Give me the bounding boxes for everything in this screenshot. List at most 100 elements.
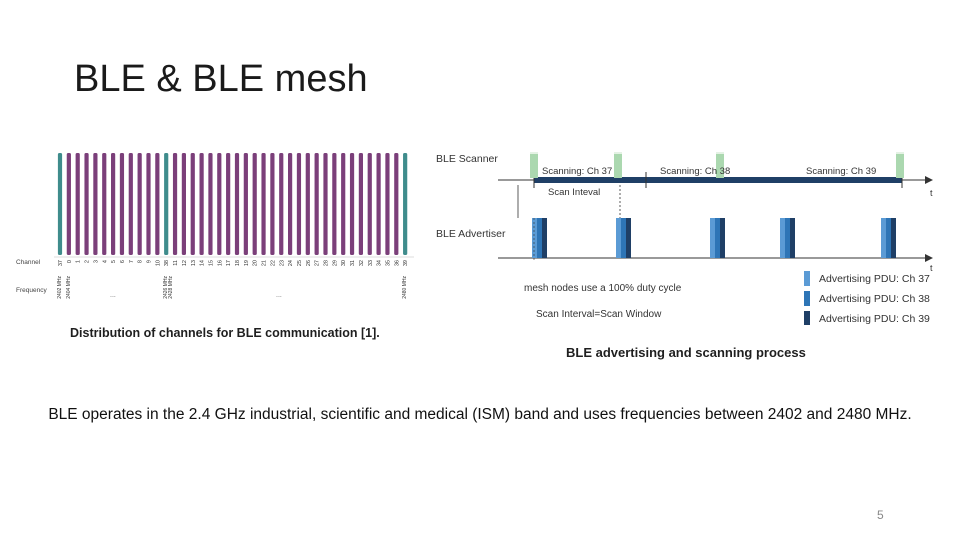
- channel-label: 32: [359, 260, 365, 266]
- channel-label: 23: [279, 260, 285, 266]
- data-channel-bar: [137, 153, 142, 255]
- scanner-label: BLE Scanner: [436, 153, 498, 165]
- advertising-event: [881, 218, 896, 258]
- advertising-event: [616, 218, 631, 258]
- legend-label: Advertising PDU: Ch 37: [819, 273, 930, 285]
- data-channel-bar: [296, 153, 302, 255]
- data-channel-bar: [349, 153, 355, 255]
- legend-swatch: [804, 291, 810, 306]
- scanner-burst: [716, 152, 724, 178]
- data-channel-bar: [190, 153, 195, 255]
- legend-swatch: [804, 271, 810, 286]
- data-channel-bar: [172, 153, 178, 255]
- time-axis-label: t: [930, 263, 933, 273]
- advertising-channel-bar: [403, 153, 408, 255]
- advertising-channel-bar: [57, 153, 63, 255]
- advertiser-axis-arrow: [925, 254, 933, 262]
- advertising-event: [710, 218, 725, 258]
- time-axis-label: t: [930, 188, 933, 198]
- channel-label: 1: [76, 260, 82, 263]
- data-channel-bar: [199, 153, 204, 255]
- channel-label: 8: [138, 260, 144, 263]
- channel-label: 12: [182, 260, 188, 266]
- scan-window-bar: [534, 177, 902, 183]
- channel-label: 21: [262, 260, 268, 266]
- frequency-row-label: Frequency: [16, 287, 47, 294]
- advertising-event: [532, 218, 547, 258]
- scanner-axis-arrow: [925, 176, 933, 184]
- channel-row-label: Channel: [16, 259, 41, 266]
- frequency-label: 2404 MHz: [66, 276, 72, 299]
- scan-phase-label: Scanning: Ch 37: [542, 166, 612, 177]
- data-channel-bar: [119, 153, 125, 255]
- scan-interval-label: Scan Inteval: [548, 187, 600, 198]
- data-channel-bar: [323, 153, 328, 255]
- channel-label: 11: [173, 260, 179, 266]
- data-channel-bar: [181, 153, 186, 255]
- data-channel-bar: [146, 153, 151, 255]
- channel-label: 20: [253, 260, 259, 266]
- data-channel-bar: [288, 153, 293, 255]
- data-channel-bar: [341, 153, 346, 255]
- channel-label: 9: [147, 260, 153, 263]
- legend-swatch: [804, 311, 810, 325]
- scan-phase-label: Scanning: Ch 39: [806, 166, 876, 177]
- channel-label: 2: [85, 260, 91, 263]
- channel-label: 19: [244, 260, 250, 266]
- scanner-burst: [530, 152, 538, 178]
- data-channel-bar: [394, 153, 399, 255]
- advertising-scanning-figure: BLE Scanner BLE Advertiser t Scanning: Ch 3…: [436, 152, 933, 325]
- data-channel-bar: [226, 153, 231, 255]
- channel-label: 27: [315, 260, 321, 266]
- legend-label: Advertising PDU: Ch 38: [819, 293, 930, 305]
- data-channel-bar: [305, 153, 310, 255]
- advertising-channel-bar: [164, 153, 169, 255]
- channel-label: 18: [235, 260, 241, 266]
- channel-label: 13: [191, 260, 197, 266]
- data-channel-bar: [279, 153, 284, 255]
- scan-phase-label: Scanning: Ch 38: [660, 166, 730, 177]
- data-channel-bar: [385, 153, 390, 255]
- advertiser-label: BLE Advertiser: [436, 228, 506, 240]
- data-channel-bar: [367, 153, 372, 255]
- data-channel-bar: [208, 153, 213, 255]
- channel-label: 33: [368, 260, 374, 266]
- legend-label: Advertising PDU: Ch 39: [819, 313, 930, 325]
- duty-cycle-note: mesh nodes use a 100% duty cycle: [524, 283, 682, 294]
- data-channel-bar: [66, 153, 71, 255]
- data-channel-bar: [111, 153, 116, 255]
- data-channel-bar: [332, 153, 337, 255]
- channel-label: 25: [297, 260, 303, 266]
- channel-label: 34: [377, 260, 383, 266]
- data-channel-bar: [102, 153, 107, 255]
- data-channel-bar: [376, 153, 381, 255]
- channel-label: 22: [270, 260, 276, 266]
- data-channel-bar: [155, 153, 160, 255]
- channel-label: 17: [226, 260, 232, 266]
- data-channel-bar: [128, 153, 133, 255]
- channel-label: 10: [155, 260, 161, 266]
- slide-title: BLE & BLE mesh: [74, 58, 368, 100]
- channel-label: 35: [385, 260, 391, 266]
- scanner-burst: [896, 152, 904, 178]
- channel-label: 26: [306, 260, 312, 266]
- channel-label: 14: [200, 260, 206, 266]
- frequency-ellipsis: ...: [276, 292, 282, 299]
- channel-label: 15: [208, 260, 214, 266]
- page-number: 5: [877, 508, 884, 522]
- channel-label: 7: [129, 260, 135, 263]
- data-channel-bar: [261, 153, 266, 255]
- channel-label: 6: [120, 260, 126, 263]
- data-channel-bar: [270, 153, 275, 255]
- channel-label: 24: [288, 260, 294, 266]
- channel-label: 3: [93, 260, 99, 263]
- channel-label: 38: [164, 260, 170, 266]
- channel-label: 29: [332, 260, 338, 266]
- channel-figure-caption: Distribution of channels for BLE communi…: [70, 326, 380, 340]
- channel-label: 39: [403, 260, 409, 266]
- channel-label: 36: [394, 260, 400, 266]
- channel-label: 4: [102, 260, 108, 263]
- channel-label: 30: [341, 260, 347, 266]
- frequency-label: 2428 MHz: [168, 276, 174, 299]
